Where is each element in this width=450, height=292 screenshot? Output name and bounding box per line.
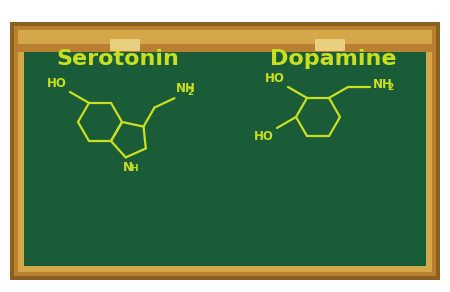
Bar [24, 38, 426, 266]
Bar [18, 38, 432, 52]
Text: Dopamine: Dopamine [270, 49, 396, 69]
Text: 2: 2 [188, 88, 194, 97]
FancyBboxPatch shape [315, 39, 345, 51]
Text: N: N [123, 161, 133, 174]
FancyBboxPatch shape [10, 22, 440, 280]
Text: 2: 2 [387, 84, 393, 93]
Text: NH: NH [176, 82, 195, 95]
Text: HO: HO [47, 77, 67, 90]
Text: Serotonin: Serotonin [57, 49, 180, 69]
Text: HO: HO [265, 72, 285, 85]
Bar [18, 38, 432, 44]
FancyBboxPatch shape [14, 26, 436, 276]
Text: HO: HO [254, 130, 274, 143]
Text: H: H [130, 164, 138, 173]
Text: NH: NH [373, 79, 393, 91]
FancyBboxPatch shape [18, 30, 432, 272]
FancyBboxPatch shape [110, 39, 140, 51]
